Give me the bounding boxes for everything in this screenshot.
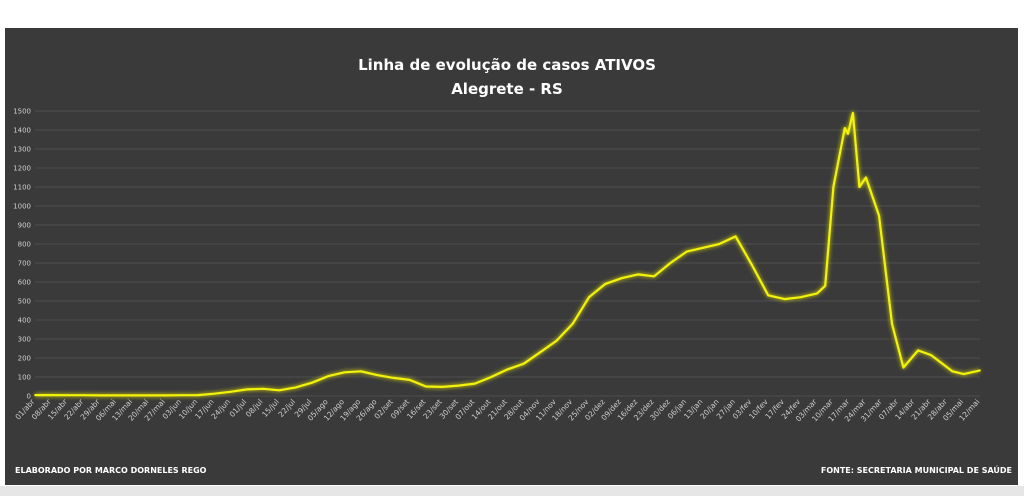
y-tick-label: 400: [18, 317, 31, 325]
data-point: [294, 386, 297, 389]
data-point: [979, 369, 981, 372]
data-point: [425, 385, 427, 388]
y-tick-label: 800: [18, 241, 31, 249]
data-point: [164, 394, 167, 397]
y-tick-label: 1100: [13, 184, 31, 192]
y-tick-label: 900: [18, 222, 31, 230]
data-point: [66, 394, 69, 397]
data-point: [457, 384, 460, 387]
data-point: [962, 373, 965, 376]
data-point: [229, 390, 232, 393]
y-tick-label: 1400: [13, 127, 31, 135]
data-point: [847, 132, 849, 135]
data-point: [392, 377, 395, 379]
data-point: [82, 394, 85, 397]
data-point: [359, 370, 362, 373]
data-point: [951, 370, 954, 373]
data-point: [115, 394, 118, 397]
data-point: [490, 376, 493, 378]
y-tick-label: 200: [18, 355, 31, 363]
y-tick-label: 0: [27, 393, 31, 401]
data-point: [571, 322, 574, 325]
data-point: [343, 371, 346, 374]
data-point: [180, 394, 183, 397]
x-tick-label: 08/jul: [244, 397, 265, 419]
data-point: [327, 375, 330, 377]
chart-title: Linha de evolução de casos ATIVOS: [358, 56, 656, 74]
data-point: [474, 382, 476, 385]
data-point: [858, 186, 861, 188]
chart-panel: Linha de evolução de casos ATIVOS Alegre…: [5, 28, 1018, 485]
data-point: [620, 277, 623, 280]
data-point: [734, 235, 737, 238]
data-point: [917, 349, 919, 352]
data-point: [865, 176, 867, 179]
data-point: [604, 283, 607, 285]
data-point: [685, 250, 688, 253]
chart-svg: Linha de evolução de casos ATIVOS Alegre…: [13, 56, 1012, 475]
data-point: [930, 354, 933, 357]
data-point: [669, 262, 672, 264]
data-point: [878, 214, 880, 217]
data-point: [702, 246, 704, 249]
data-point: [376, 374, 379, 376]
x-tick-label: 24/jun: [209, 397, 232, 421]
y-axis-ticks: 0 100 200 300 400 500 600 700 800 900 1000 1100 1200…: [13, 108, 31, 401]
data-point: [816, 292, 818, 295]
data-point: [653, 275, 656, 278]
data-point: [131, 394, 134, 397]
x-tick-label: 15/jul: [260, 397, 281, 419]
y-tick-label: 1500: [13, 108, 31, 116]
data-point: [441, 385, 444, 388]
data-point: [197, 394, 199, 396]
line-layer: [34, 111, 981, 397]
footer-source: FONTE: SECRETARIA MUNICIPAL DE SAÚDE: [821, 464, 1012, 475]
data-point: [852, 112, 854, 114]
bottom-strip: [0, 486, 1024, 496]
data-point: [636, 273, 639, 276]
data-point: [278, 389, 281, 392]
x-axis-ticks: 01/abr08/abr15/abr22/abr29/abr06/mai13/m…: [13, 397, 981, 424]
y-tick-label: 1200: [13, 165, 31, 173]
data-point: [539, 351, 541, 354]
grid-layer: [35, 110, 980, 397]
y-tick-label: 300: [18, 336, 31, 344]
data-point: [767, 294, 770, 297]
data-point: [522, 362, 525, 365]
data-point: [832, 186, 835, 188]
chart-subtitle: Alegrete - RS: [451, 80, 563, 98]
data-point: [506, 368, 509, 371]
data-point: [891, 322, 893, 325]
data-point: [843, 127, 846, 129]
data-point: [783, 298, 786, 300]
data-point: [34, 394, 36, 396]
data-point: [902, 366, 905, 369]
data-point: [824, 284, 827, 287]
data-point: [750, 264, 753, 266]
data-point: [99, 394, 102, 397]
x-tick-label: 01/jul: [228, 397, 249, 419]
data-point: [555, 340, 558, 342]
y-tick-label: 1000: [13, 203, 31, 211]
y-tick-label: 1300: [13, 146, 31, 154]
data-point: [262, 387, 265, 390]
data-point: [213, 392, 216, 395]
x-tick-label: 22/jul: [276, 397, 297, 419]
y-tick-label: 600: [18, 279, 31, 287]
y-tick-label: 500: [18, 298, 31, 306]
data-point: [245, 388, 248, 391]
y-tick-label: 700: [18, 260, 31, 268]
data-point: [408, 378, 411, 381]
data-point: [148, 394, 150, 397]
series-line-0: [35, 111, 981, 397]
data-point: [50, 394, 53, 396]
data-point: [718, 243, 721, 245]
data-point: [588, 296, 590, 299]
y-tick-label: 100: [18, 374, 31, 382]
data-point: [799, 296, 802, 299]
footer-author: ELABORADO POR MARCO DORNELES REGO: [15, 466, 207, 475]
data-point: [311, 381, 313, 384]
